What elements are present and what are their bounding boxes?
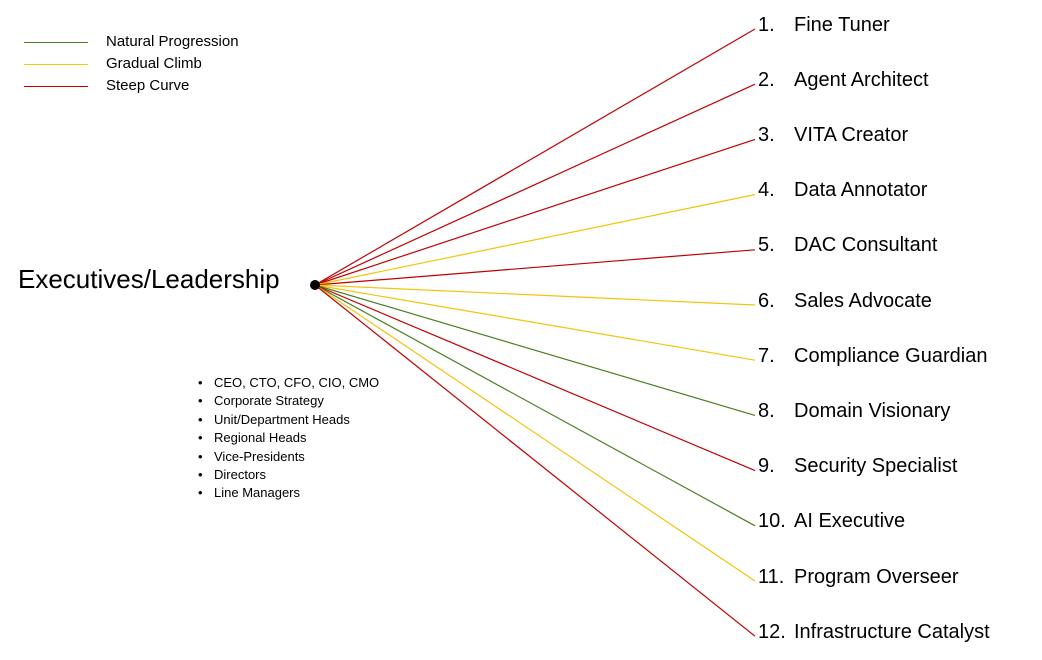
role-label: Sales Advocate [794,290,932,312]
role-number: 1. [758,14,775,36]
list-item: Corporate Strategy [198,392,379,411]
connector-line [314,284,756,306]
role-label: Domain Visionary [794,400,951,422]
connector-line [314,194,756,286]
role-label: Compliance Guardian [794,345,988,367]
connector-line [314,284,756,472]
connector-line [314,28,756,286]
target-role-8: 8. Domain Visionary [758,400,950,423]
list-item: Unit/Department Heads [198,411,379,430]
target-role-5: 5. DAC Consultant [758,234,937,257]
connector-line [314,249,756,286]
target-role-7: 7. Compliance Guardian [758,345,987,368]
role-number: 2. [758,69,775,91]
target-role-6: 6. Sales Advocate [758,290,932,313]
role-label: AI Executive [794,510,906,532]
target-role-2: 2. Agent Architect [758,69,929,92]
target-role-4: 4. Data Annotator [758,179,927,202]
connector-line [314,83,756,286]
legend-swatch [24,64,88,65]
connector-line [314,284,756,582]
list-item: Regional Heads [198,429,379,448]
list-item: Line Managers [198,484,379,503]
legend-swatch [24,42,88,43]
role-number: 8. [758,400,775,422]
legend-label: Natural Progression [106,33,239,50]
role-number: 9. [758,455,775,477]
role-number: 4. [758,179,775,201]
list-item: CEO, CTO, CFO, CIO, CMO [198,374,379,393]
role-number: 12. [758,621,786,643]
role-number: 10. [758,510,786,532]
list-item: Directors [198,466,379,485]
role-label: Security Specialist [794,455,958,477]
target-role-1: 1. Fine Tuner [758,14,890,37]
root-node-dot [310,280,320,290]
role-number: 3. [758,124,775,146]
list-item: Vice-Presidents [198,448,379,467]
connector-line [314,284,756,361]
role-label: Fine Tuner [794,14,890,36]
role-number: 11. [758,566,785,588]
target-role-10: 10. AI Executive [758,510,905,533]
role-number: 5. [758,234,775,256]
root-node-label: Executives/Leadership [18,264,280,294]
connector-line [314,284,756,527]
target-role-9: 9. Security Specialist [758,455,957,478]
leadership-roles-list: CEO, CTO, CFO, CIO, CMO Corporate Strate… [198,374,379,503]
connector-lines [314,28,756,637]
role-number: 6. [758,290,775,312]
role-number: 7. [758,345,775,367]
connector-line [314,284,756,416]
target-role-12: 12. Infrastructure Catalyst [758,621,990,644]
role-label: Infrastructure Catalyst [794,621,990,643]
role-label: DAC Consultant [794,234,938,256]
role-label: VITA Creator [794,124,909,146]
connector-line [314,138,756,286]
legend-label: Gradual Climb [106,55,202,72]
role-label: Agent Architect [794,69,929,91]
role-label: Program Overseer [794,566,959,588]
legend-swatch [24,86,88,87]
target-role-11: 11. Program Overseer [758,566,959,589]
target-role-3: 3. VITA Creator [758,124,908,147]
connector-line [314,284,756,637]
legend-label: Steep Curve [106,77,190,94]
role-label: Data Annotator [794,179,928,201]
